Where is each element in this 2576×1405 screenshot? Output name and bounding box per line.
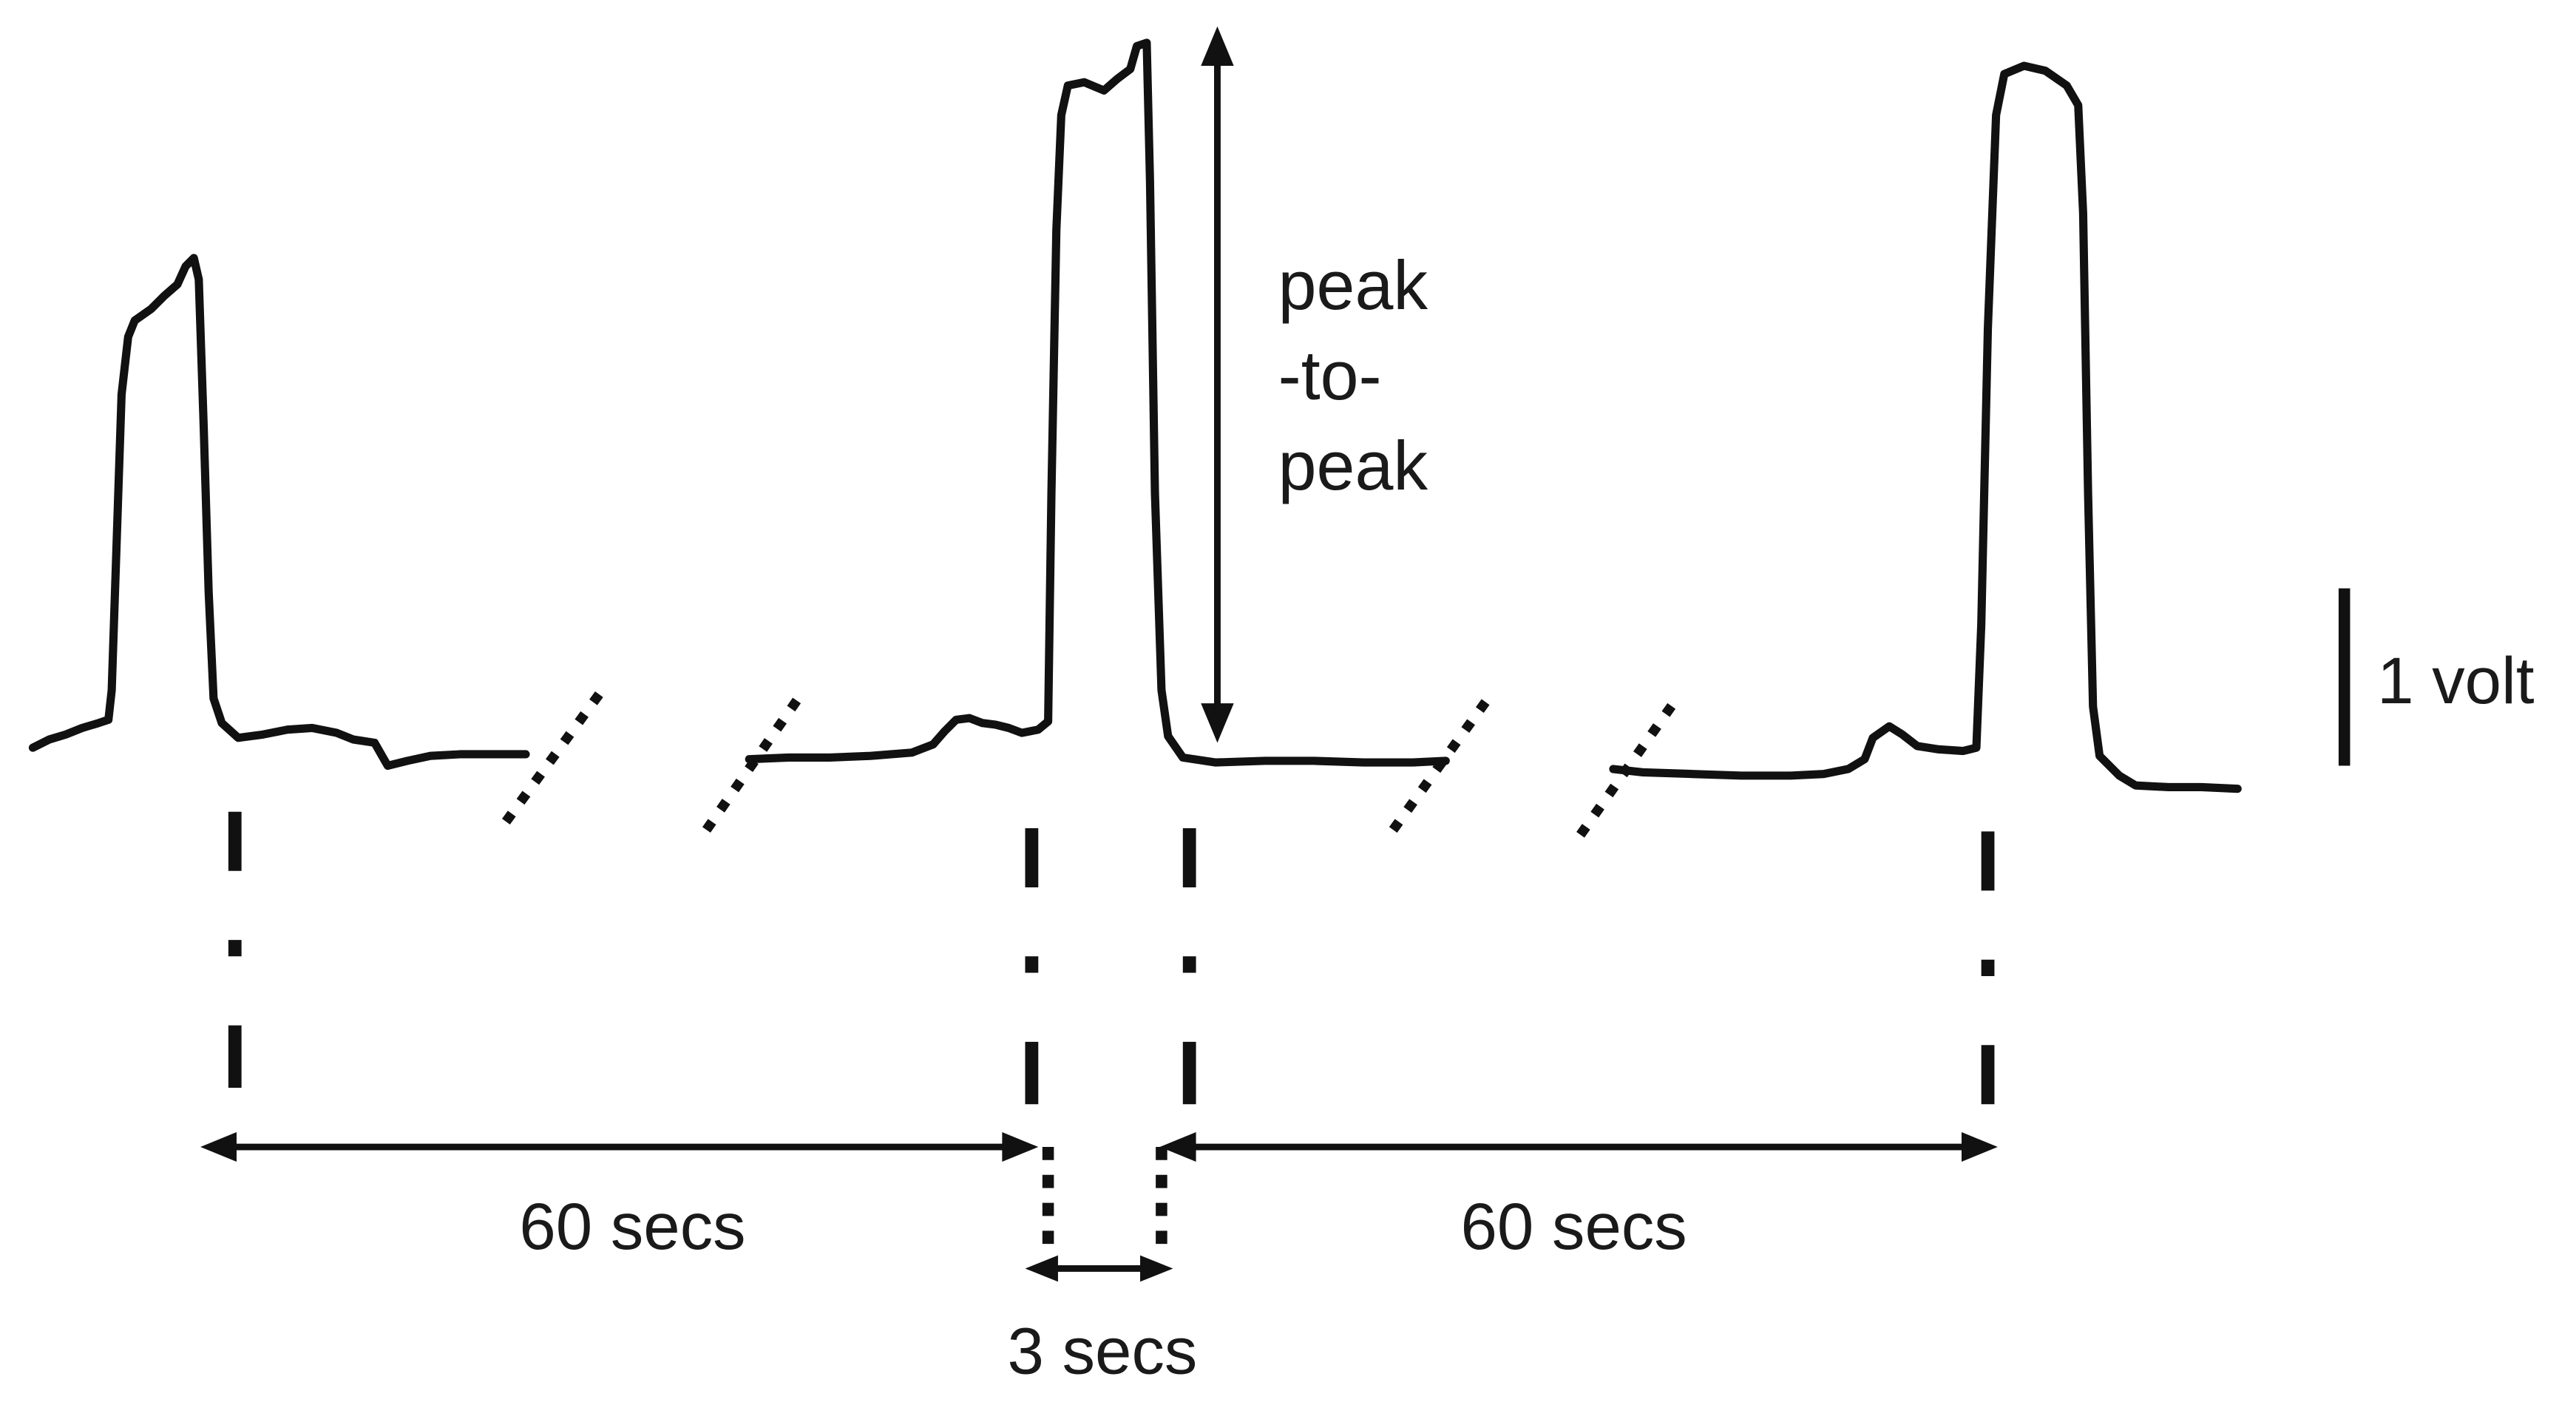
signal-trace-2	[745, 38, 1450, 767]
break-marker-1b	[702, 690, 806, 833]
interval-label-mid: 3 secs	[1008, 1315, 1198, 1388]
interval-label-left: 60 secs	[519, 1190, 745, 1263]
arrow-head-right-a	[1159, 1132, 1196, 1162]
arrow-head-left-b	[1002, 1132, 1039, 1162]
peak-label-line2: -to-	[1278, 337, 1382, 414]
peak-arrow-head-top	[1201, 26, 1234, 66]
signal-trace-3	[1609, 61, 2242, 793]
break-marker-1a	[501, 683, 609, 825]
scale-label: 1 volt	[2377, 644, 2535, 717]
peak-arrow-head-bottom	[1201, 703, 1234, 743]
signal-trace-1	[28, 254, 530, 771]
arrow-head-mid-a	[1025, 1255, 1058, 1282]
interval-label-right: 60 secs	[1460, 1190, 1687, 1263]
break-marker-2a	[1389, 690, 1496, 833]
peak-label-line1: peak	[1278, 247, 1428, 324]
arrow-head-left-a	[200, 1132, 237, 1162]
arrow-head-right-b	[1961, 1132, 1998, 1162]
arrow-head-mid-b	[1140, 1255, 1173, 1282]
peak-label-line3: peak	[1278, 427, 1428, 504]
break-marker-2b	[1576, 697, 1680, 838]
